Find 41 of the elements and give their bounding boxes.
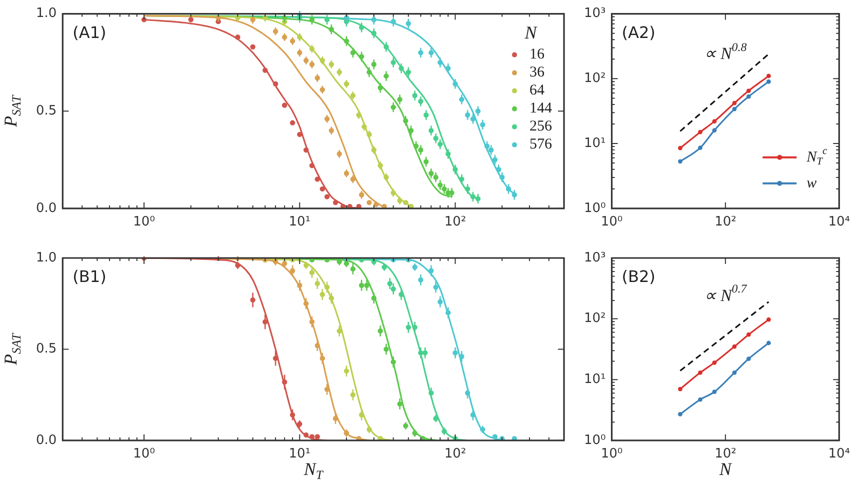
y-tick-label: 10³: [584, 250, 606, 266]
y-tick-label: 0.5: [36, 103, 57, 118]
legend-label: w: [806, 175, 817, 192]
y-tick-label: 10³: [584, 6, 606, 22]
legend-label: 144: [530, 100, 552, 117]
x-tick-label: 10²: [444, 446, 466, 462]
y-tick-label: 10⁰: [584, 200, 606, 216]
y-tick-label: 1.0: [36, 6, 57, 22]
annotation: (B2): [622, 267, 656, 286]
y-axis-title: PSAT: [0, 332, 24, 366]
x-tick-label: 10⁰: [600, 446, 623, 462]
x-tick-label: 10²: [714, 446, 736, 462]
annotation: (A2): [622, 22, 656, 42]
y-tick-label: 10²: [584, 71, 606, 86]
annotation: (A1): [72, 22, 106, 42]
y-tick-label: 0.0: [36, 200, 57, 216]
y-tick-label: 1.0: [36, 250, 57, 266]
y-tick-label: 0.0: [36, 432, 57, 448]
x-tick-label: 10²: [714, 214, 736, 230]
legend-title: N: [524, 22, 538, 43]
x-tick-label: 10¹: [288, 446, 311, 462]
legend-label: 64: [530, 82, 545, 99]
y-tick-label: 0.5: [36, 342, 57, 357]
x-tick-label: 10¹: [288, 214, 311, 230]
legend-label: 256: [530, 118, 552, 135]
y-tick-label: 10¹: [584, 372, 606, 387]
x-tick-label: 10²: [444, 214, 466, 230]
legend-label: 576: [530, 136, 552, 153]
legend-label: 36: [530, 64, 545, 81]
y-tick-label: 10⁰: [584, 432, 606, 448]
y-tick-label: 10¹: [584, 136, 606, 151]
annotation: (B1): [72, 267, 106, 286]
y-tick-label: 10²: [584, 311, 606, 326]
x-axis-title: N: [718, 459, 732, 480]
x-tick-label: 10⁰: [600, 214, 623, 230]
x-tick-label: 10⁰: [133, 446, 155, 462]
x-tick-label: 10⁴: [828, 446, 850, 462]
x-tick-label: 10⁴: [828, 214, 850, 230]
x-tick-label: 10⁰: [133, 214, 155, 230]
legend-label: 16: [530, 46, 545, 63]
y-axis-title: PSAT: [0, 94, 24, 128]
